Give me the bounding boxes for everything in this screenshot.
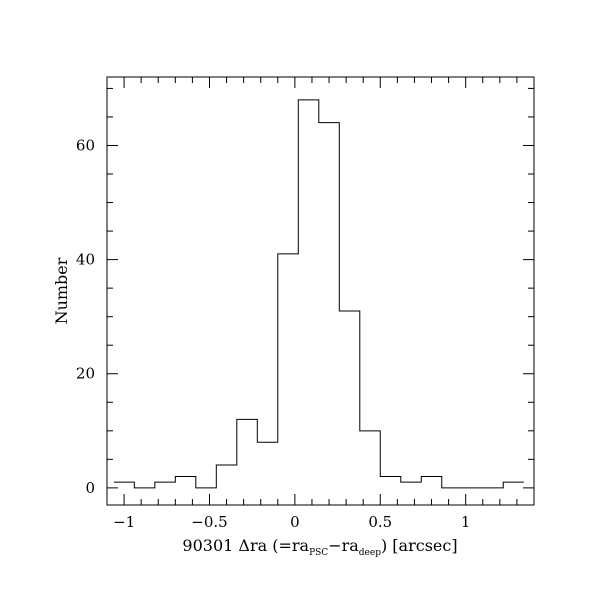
x-axis-title-prefix: 90301 Δra (=ra — [182, 536, 309, 555]
x-tick-label: 1 — [461, 513, 471, 531]
minor-ticks — [106, 77, 535, 505]
x-tick-label: −1 — [113, 513, 135, 531]
x-axis-title-sub-psc: PSC — [309, 548, 328, 558]
y-axis-title: Number — [52, 257, 71, 324]
y-tick-labels: 0 20 40 60 — [76, 136, 95, 496]
x-axis-title-sub-deep: deep — [359, 548, 381, 558]
y-tick-label: 40 — [76, 251, 95, 269]
x-tick-label: 0.5 — [368, 513, 392, 531]
x-axis-title-mid: −ra — [328, 536, 359, 555]
y-tick-label: 20 — [76, 365, 95, 383]
x-axis-title-suffix: ) [arcsec] — [381, 536, 458, 555]
x-tick-label: 0 — [290, 513, 300, 531]
y-tick-label: 60 — [76, 136, 95, 154]
x-tick-labels: −1 −0.5 0 0.5 1 — [113, 513, 470, 531]
histogram-step-line — [113, 99, 524, 489]
y-tick-label: 0 — [85, 479, 95, 497]
plot-frame — [106, 76, 535, 506]
x-axis-title: 90301 Δra (=raPSC−radeep) [arcsec] — [182, 536, 457, 558]
major-ticks — [107, 77, 534, 505]
x-tick-label: −0.5 — [191, 513, 227, 531]
